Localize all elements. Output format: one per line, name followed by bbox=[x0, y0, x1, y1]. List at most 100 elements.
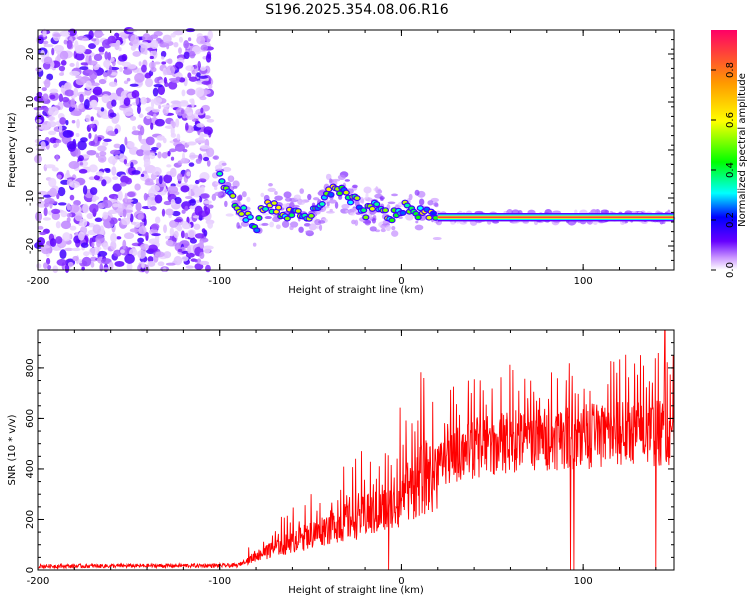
noise-blob bbox=[81, 256, 92, 267]
noise-blob bbox=[61, 96, 70, 103]
noise-blob bbox=[177, 222, 182, 231]
noise-blob bbox=[97, 145, 107, 152]
noise-blob bbox=[53, 143, 58, 149]
noise-blob bbox=[312, 197, 320, 201]
y-tick-label: 600 bbox=[25, 409, 36, 428]
noise-blob bbox=[123, 97, 131, 107]
noise-blob bbox=[187, 245, 192, 254]
noise-blob bbox=[90, 261, 95, 268]
noise-blob bbox=[111, 99, 117, 107]
noise-blob bbox=[92, 64, 100, 71]
noise-blob bbox=[149, 152, 156, 160]
noise-blob bbox=[43, 44, 54, 48]
noise-blob bbox=[94, 217, 103, 222]
noise-blob bbox=[105, 168, 111, 173]
noise-blob bbox=[78, 169, 88, 174]
noise-blob bbox=[414, 224, 424, 231]
noise-blob bbox=[152, 87, 159, 97]
noise-blob bbox=[66, 141, 77, 150]
x-tick-label: -100 bbox=[208, 576, 231, 587]
colorbar-label: Normalized spectral amplitude bbox=[737, 73, 748, 227]
noise-blob bbox=[56, 259, 67, 266]
colorbar-tick-label: 0.4 bbox=[725, 162, 736, 178]
noise-blob bbox=[161, 56, 165, 60]
noise-blob bbox=[365, 192, 369, 199]
x-tick-label: 100 bbox=[574, 276, 593, 287]
noise-blob bbox=[289, 225, 294, 231]
noise-blob bbox=[109, 217, 118, 225]
noise-blob bbox=[307, 193, 312, 201]
noise-blob bbox=[185, 252, 195, 258]
noise-blob bbox=[76, 118, 80, 129]
noise-blob bbox=[169, 219, 179, 228]
noise-blob bbox=[57, 174, 62, 180]
snr-series bbox=[37, 329, 675, 571]
spectrogram-ylabel: Frequency (Hz) bbox=[7, 112, 18, 188]
noise-blob bbox=[88, 247, 99, 256]
noise-blob bbox=[66, 169, 70, 177]
ridge-core bbox=[256, 216, 262, 220]
noise-blob bbox=[112, 183, 122, 192]
noise-blob bbox=[169, 148, 177, 153]
noise-blob bbox=[55, 154, 59, 162]
noise-blob bbox=[101, 39, 112, 49]
x-tick-label: 0 bbox=[398, 576, 404, 587]
noise-blob bbox=[328, 178, 333, 184]
noise-blob bbox=[64, 247, 74, 252]
noise-blob bbox=[181, 209, 186, 214]
ridge-core bbox=[374, 202, 380, 206]
noise-blob bbox=[236, 222, 240, 229]
noise-blob bbox=[170, 100, 181, 105]
noise-blob bbox=[151, 233, 161, 237]
noise-blob bbox=[246, 196, 251, 203]
noise-blob bbox=[68, 161, 80, 169]
noise-blob bbox=[180, 221, 189, 226]
noise-blob bbox=[391, 230, 399, 237]
noise-blob bbox=[221, 162, 227, 166]
noise-blob bbox=[98, 46, 105, 53]
noise-blob bbox=[131, 89, 140, 99]
noise-blob bbox=[123, 80, 129, 85]
ridge-core bbox=[243, 218, 249, 222]
noise-blob bbox=[88, 43, 96, 49]
noise-blob bbox=[130, 34, 139, 45]
noise-blob bbox=[188, 76, 198, 82]
noise-blob bbox=[116, 112, 120, 122]
noise-blob bbox=[134, 183, 141, 191]
noise-blob bbox=[65, 119, 69, 126]
noise-blob bbox=[138, 226, 147, 235]
noise-blob bbox=[283, 191, 292, 199]
noise-blob bbox=[55, 236, 63, 244]
noise-blob bbox=[117, 55, 127, 62]
noise-blob bbox=[108, 261, 114, 271]
noise-blob bbox=[78, 231, 85, 241]
noise-blob bbox=[131, 130, 142, 136]
ridge-core bbox=[295, 209, 301, 213]
y-tick-label: 0 bbox=[25, 147, 36, 153]
y-tick-label: 400 bbox=[25, 459, 36, 478]
noise-blob bbox=[78, 155, 84, 162]
noise-blob bbox=[43, 56, 53, 65]
noise-blob bbox=[200, 144, 211, 150]
noise-blob bbox=[163, 200, 172, 206]
noise-blob bbox=[173, 230, 179, 239]
noise-blob bbox=[71, 247, 81, 252]
noise-blob bbox=[69, 225, 77, 231]
noise-blob bbox=[82, 185, 88, 195]
noise-blob bbox=[92, 89, 102, 94]
noise-blob bbox=[46, 73, 54, 81]
noise-blob bbox=[289, 201, 295, 209]
noise-blob bbox=[317, 190, 325, 196]
noise-blob bbox=[102, 211, 109, 220]
noise-blob bbox=[100, 258, 112, 265]
noise-blob bbox=[303, 223, 311, 227]
noise-blob bbox=[93, 174, 100, 181]
noise-blob bbox=[64, 263, 70, 274]
noise-blob bbox=[140, 44, 148, 55]
noise-blob bbox=[414, 189, 420, 196]
noise-blob bbox=[126, 263, 133, 271]
noise-blob bbox=[177, 248, 183, 253]
ridge-core bbox=[326, 187, 332, 192]
noise-blob bbox=[154, 251, 165, 258]
noise-blob bbox=[43, 202, 50, 208]
